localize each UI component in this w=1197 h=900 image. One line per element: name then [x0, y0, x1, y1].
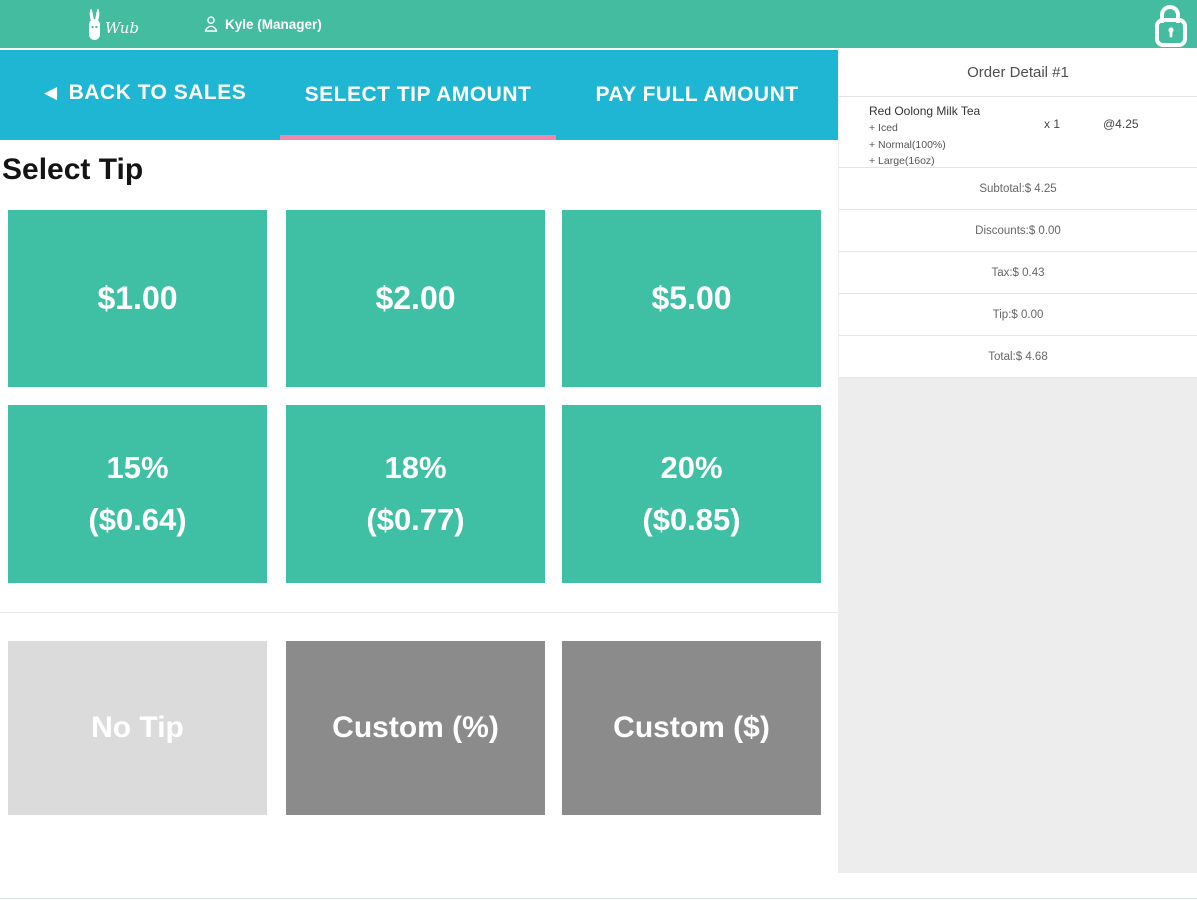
bottom-edge-line — [0, 898, 1197, 899]
user-icon — [204, 16, 218, 32]
tip-button-label: $5.00 — [651, 280, 732, 316]
custom-dollar-button[interactable]: Custom ($) — [562, 641, 821, 815]
active-tab-underline — [280, 135, 556, 140]
tip-percent-label: 20% — [660, 450, 723, 485]
pay-full-tab-label: PAY FULL AMOUNT — [595, 83, 799, 106]
back-arrow-icon: ◀ — [44, 83, 58, 102]
select-tip-tab-label: SELECT TIP AMOUNT — [304, 83, 532, 106]
item-quantity: x 1 — [1044, 117, 1061, 131]
custom-percent-label: Custom (%) — [332, 711, 499, 744]
tip-amount-label: ($0.77) — [366, 502, 465, 537]
tip-button-label: $1.00 — [97, 280, 178, 316]
tip-button-15-percent[interactable]: 15% ($0.64) — [8, 405, 267, 583]
brand-name: Wub — [105, 19, 140, 37]
tip-button-5-dollar[interactable]: $5.00 — [562, 210, 821, 387]
brand-logo: Wub — [86, 7, 139, 43]
top-app-bar: Wub Kyle (Manager) — [0, 0, 1197, 48]
order-detail-title: Order Detail #1 — [839, 48, 1197, 97]
tip-button-20-percent[interactable]: 20% ($0.85) — [562, 405, 821, 583]
tip-amount-label: ($0.64) — [88, 502, 187, 537]
tip-button-2-dollar[interactable]: $2.00 — [286, 210, 545, 387]
summary-row-tax: Tax:$ 0.43 — [839, 252, 1197, 294]
order-item-row[interactable]: Red Oolong Milk Tea + Iced + Normal(100%… — [839, 97, 1197, 168]
item-name: Red Oolong Milk Tea — [869, 104, 981, 118]
summary-row-total: Total:$ 4.68 — [839, 336, 1197, 378]
tip-amount-label: ($0.85) — [642, 502, 741, 537]
lock-button[interactable] — [1149, 2, 1191, 48]
item-option: + Iced — [869, 122, 898, 134]
rabbit-logo-icon — [89, 9, 100, 40]
tab-select-tip-amount[interactable]: SELECT TIP AMOUNT — [280, 50, 556, 140]
tip-button-1-dollar[interactable]: $1.00 — [8, 210, 267, 387]
page-title: Select Tip — [2, 153, 144, 186]
panel-empty-area — [839, 378, 1197, 873]
tip-button-label: $2.00 — [375, 280, 456, 316]
section-divider — [0, 612, 838, 613]
payment-nav-bar: ◀ BACK TO SALES SELECT TIP AMOUNT PAY FU… — [0, 50, 838, 140]
lock-icon — [1155, 5, 1187, 47]
item-option: + Large(16oz) — [869, 155, 935, 167]
no-tip-button[interactable]: No Tip — [8, 641, 267, 815]
summary-row-discounts: Discounts:$ 0.00 — [839, 210, 1197, 252]
item-option: + Normal(100%) — [869, 138, 946, 151]
user-menu[interactable]: Kyle (Manager) — [204, 0, 322, 48]
tip-percent-label: 18% — [384, 450, 447, 485]
custom-percent-button[interactable]: Custom (%) — [286, 641, 545, 815]
order-detail-panel: Order Detail #1 Red Oolong Milk Tea + Ic… — [838, 48, 1197, 873]
no-tip-label: No Tip — [91, 711, 184, 744]
user-name-label: Kyle (Manager) — [225, 16, 322, 32]
custom-dollar-label: Custom ($) — [613, 711, 770, 744]
tip-percent-label: 15% — [106, 450, 169, 485]
back-to-sales-label: BACK TO SALES — [68, 80, 247, 104]
tab-pay-full-amount[interactable]: PAY FULL AMOUNT — [572, 50, 822, 140]
summary-row-subtotal: Subtotal:$ 4.25 — [839, 168, 1197, 210]
summary-row-tip: Tip:$ 0.00 — [839, 294, 1197, 336]
item-unit-price: @4.25 — [1103, 117, 1139, 131]
tip-button-18-percent[interactable]: 18% ($0.77) — [286, 405, 545, 583]
back-to-sales-button[interactable]: ◀ BACK TO SALES — [44, 50, 246, 135]
